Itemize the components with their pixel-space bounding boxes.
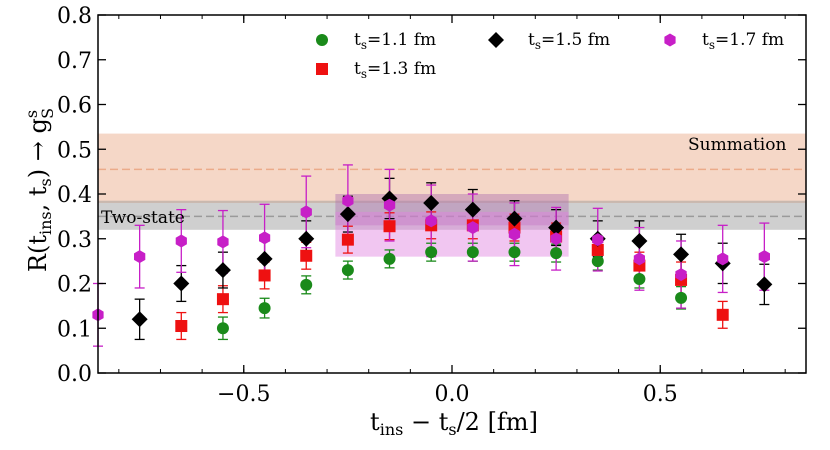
data-point-ts-1-5 xyxy=(506,210,523,227)
two-state-band-label: Two-state xyxy=(101,208,185,228)
data-point-ts-1-7 xyxy=(717,252,729,266)
data-point-ts-1-1 xyxy=(633,273,646,286)
data-point-ts-1-1 xyxy=(425,246,438,259)
data-point-ts-1-1 xyxy=(341,264,354,277)
y-tick-label: 0.3 xyxy=(57,228,92,253)
y-tick-label: 0.6 xyxy=(57,94,92,119)
data-point-ts-1-1 xyxy=(508,246,521,259)
fit-window-box-1 xyxy=(335,194,569,226)
data-point-ts-1-5 xyxy=(298,230,315,247)
y-tick-label: 0.4 xyxy=(57,183,92,208)
points-layer xyxy=(92,190,773,335)
data-point-ts-1-7 xyxy=(300,205,312,219)
data-point-ts-1-5 xyxy=(256,250,273,267)
data-point-ts-1-5 xyxy=(756,276,773,293)
data-point-ts-1-7 xyxy=(758,250,770,264)
band-summation xyxy=(98,133,806,203)
data-point-ts-1-5 xyxy=(423,194,440,211)
data-point-ts-1-5 xyxy=(548,219,565,236)
data-point-ts-1-1 xyxy=(216,322,229,335)
data-point-ts-1-1 xyxy=(466,246,479,259)
data-point-ts-1-1 xyxy=(258,302,271,315)
y-tick-label: 0.2 xyxy=(57,273,92,298)
legend-marker-ts-1-5 xyxy=(488,32,504,48)
band-two-state xyxy=(98,200,806,230)
data-point-ts-1-5 xyxy=(339,206,356,223)
data-point-ts-1-3 xyxy=(216,293,229,306)
legend: ts=1.1 fm ts=1.3 fm ts=1.5 fm ts=1.7 fm xyxy=(316,30,784,81)
data-point-ts-1-5 xyxy=(214,262,231,279)
legend-label-ts-1-7: ts=1.7 fm xyxy=(702,30,784,52)
data-point-ts-1-7 xyxy=(383,198,396,212)
data-point-ts-1-7 xyxy=(633,252,645,266)
x-tick-label: −0.5 xyxy=(217,382,270,407)
data-point-ts-1-5 xyxy=(131,311,148,328)
data-point-ts-1-7 xyxy=(550,232,562,246)
data-point-ts-1-1 xyxy=(675,291,688,304)
data-point-ts-1-3 xyxy=(716,308,729,321)
data-point-ts-1-5 xyxy=(464,201,481,218)
data-point-ts-1-3 xyxy=(341,233,354,246)
data-point-ts-1-5 xyxy=(173,275,190,292)
data-point-ts-1-7 xyxy=(508,227,521,241)
ticks-layer: −0.5 0.0 0.5 0.0 0.1 0.2 0.3 0.4 0.5 0.6 0.7 0.8 xyxy=(57,4,806,407)
data-point-ts-1-1 xyxy=(300,278,313,291)
data-point-ts-1-3 xyxy=(175,320,188,333)
legend-label-ts-1-3: ts=1.3 fm xyxy=(354,59,436,81)
summation-band-label: Summation xyxy=(688,135,786,155)
data-point-ts-1-3 xyxy=(300,249,313,262)
data-point-ts-1-7 xyxy=(592,233,604,247)
y-tick-label: 0.1 xyxy=(57,317,92,342)
data-point-ts-1-7 xyxy=(675,268,687,282)
x-tick-label: 0.5 xyxy=(643,382,678,407)
data-point-ts-1-7 xyxy=(175,234,187,248)
legend-label-ts-1-5: ts=1.5 fm xyxy=(528,30,610,52)
legend-marker-ts-1-7 xyxy=(664,33,676,47)
data-point-ts-1-7 xyxy=(259,231,271,245)
data-point-ts-1-7 xyxy=(425,214,437,228)
data-point-ts-1-3 xyxy=(258,269,271,282)
y-axis-title: R(tins, ts) → gsS xyxy=(22,108,57,272)
data-point-ts-1-7 xyxy=(134,250,146,264)
fit-window-box-2 xyxy=(335,211,569,257)
data-point-ts-1-1 xyxy=(591,255,604,268)
data-point-ts-1-7 xyxy=(342,194,354,208)
data-point-ts-1-7 xyxy=(217,235,229,249)
y-tick-label: 0.5 xyxy=(57,138,92,163)
data-point-ts-1-7 xyxy=(467,221,479,235)
x-axis-title: tins − ts/2 [fm] xyxy=(370,408,538,439)
bands-layer xyxy=(98,133,806,257)
data-point-ts-1-1 xyxy=(550,247,563,260)
data-point-ts-1-3 xyxy=(383,220,396,233)
legend-label-ts-1-1: ts=1.1 fm xyxy=(354,30,436,52)
y-tick-label: 0.7 xyxy=(57,49,92,74)
y-tick-label: 0.0 xyxy=(57,362,92,387)
data-point-ts-1-5 xyxy=(673,246,690,263)
data-point-ts-1-5 xyxy=(631,232,648,249)
data-point-ts-1-1 xyxy=(383,252,396,265)
x-tick-label: 0.0 xyxy=(435,382,470,407)
y-tick-label: 0.8 xyxy=(57,4,92,29)
legend-marker-ts-1-3 xyxy=(316,63,328,75)
legend-marker-ts-1-1 xyxy=(316,34,328,46)
data-point-ts-1-3 xyxy=(591,243,604,256)
